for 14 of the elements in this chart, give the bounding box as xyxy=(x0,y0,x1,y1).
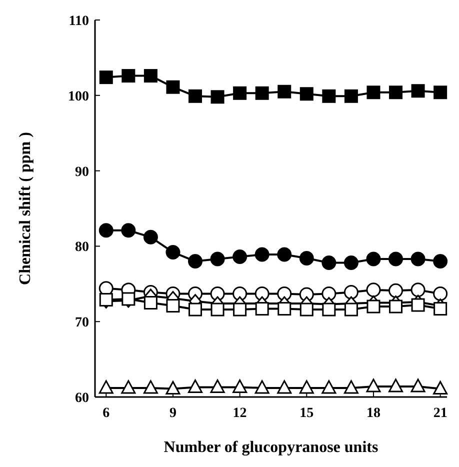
y-tick-label: 110 xyxy=(68,14,89,29)
x-tick-label: 21 xyxy=(433,406,448,421)
x-tick-label: 18 xyxy=(366,406,380,421)
y-tick-label: 70 xyxy=(75,316,89,331)
x-tick-label: 9 xyxy=(169,406,176,421)
x-axis-title: Number of glucopyranose units xyxy=(164,439,378,456)
y-tick-label: 90 xyxy=(75,164,89,180)
x-tick-label: 6 xyxy=(102,406,110,421)
y-tick-label: 80 xyxy=(75,240,89,256)
x-tick-label: 12 xyxy=(232,406,247,421)
y-tick-label: 100 xyxy=(68,89,89,104)
x-tick-label: 15 xyxy=(300,406,314,421)
y-tick-label: 60 xyxy=(75,391,89,406)
y-axis-title: Chemical shift ( ppm ) xyxy=(17,132,34,285)
